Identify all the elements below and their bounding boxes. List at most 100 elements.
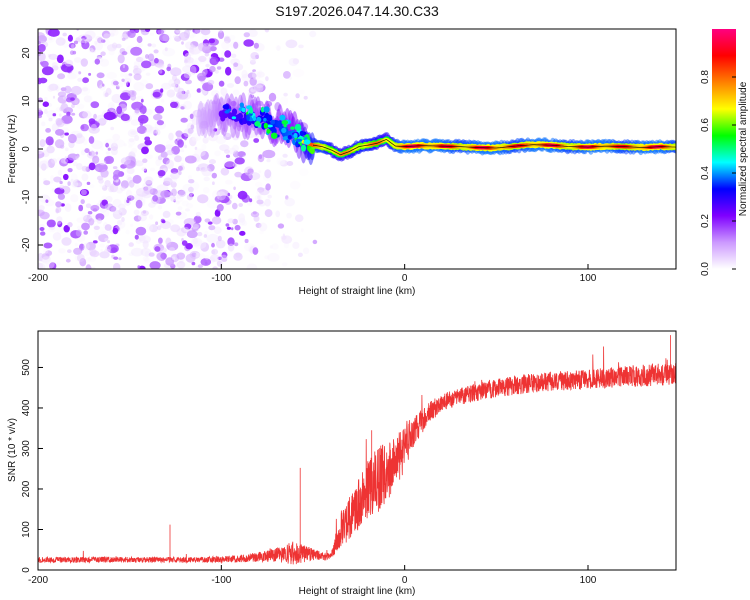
x-tick-label: 100 bbox=[580, 273, 597, 284]
heatmap-cell bbox=[174, 29, 181, 35]
heatmap-cell bbox=[109, 32, 115, 37]
heatmap-cell bbox=[281, 120, 289, 125]
heatmap-cell bbox=[181, 156, 185, 161]
heatmap-cell bbox=[90, 204, 100, 212]
heatmap-cell bbox=[184, 144, 188, 149]
heatmap-cell bbox=[80, 123, 89, 132]
heatmap-cell bbox=[258, 70, 263, 75]
heatmap-cell bbox=[254, 181, 263, 188]
heatmap-cell bbox=[155, 159, 161, 167]
heatmap-cell bbox=[181, 200, 189, 207]
heatmap-cell bbox=[57, 73, 66, 80]
heatmap-cell bbox=[96, 72, 105, 79]
snr-plot-area bbox=[38, 331, 676, 570]
heatmap-cell bbox=[181, 133, 189, 140]
heatmap-cell bbox=[103, 111, 116, 121]
heatmap-cell bbox=[227, 237, 235, 247]
heatmap-cell bbox=[184, 52, 192, 63]
heatmap-cell bbox=[140, 98, 144, 103]
heatmap-cell bbox=[213, 128, 218, 132]
heatmap-cell bbox=[264, 29, 270, 33]
heatmap-cell bbox=[184, 137, 187, 141]
heatmap-cell bbox=[203, 101, 210, 130]
heatmap-cell bbox=[83, 242, 90, 250]
heatmap-cell bbox=[209, 159, 216, 165]
heatmap-cell bbox=[229, 34, 236, 41]
heatmap-cell bbox=[288, 57, 299, 67]
heatmap-cell bbox=[59, 113, 62, 117]
colorbar-tick-label: 0.6 bbox=[700, 118, 711, 132]
heatmap-cell bbox=[133, 215, 142, 222]
heatmap-cell bbox=[63, 225, 70, 233]
heatmap-cell bbox=[142, 256, 149, 262]
heatmap-cell bbox=[45, 199, 49, 203]
heatmap-cell bbox=[81, 212, 87, 220]
heatmap-cell bbox=[182, 50, 189, 57]
heatmap-cell bbox=[224, 35, 231, 41]
heatmap-cell bbox=[223, 158, 235, 168]
heatmap-cell bbox=[197, 75, 206, 82]
heatmap-cell bbox=[130, 247, 144, 257]
heatmap-cell bbox=[160, 88, 164, 93]
heatmap-cell bbox=[262, 149, 276, 159]
heatmap-cell bbox=[153, 129, 158, 136]
heatmap-cell bbox=[192, 109, 204, 118]
heatmap-cell bbox=[214, 150, 221, 157]
heatmap-cell bbox=[157, 170, 166, 177]
heatmap-cell bbox=[242, 220, 248, 227]
heatmap-cell bbox=[87, 95, 93, 103]
heatmap-cell bbox=[95, 213, 105, 221]
heatmap-cell bbox=[250, 94, 255, 99]
heatmap-cell bbox=[153, 49, 159, 54]
heatmap-cell bbox=[246, 263, 258, 269]
heatmap-cell bbox=[68, 133, 77, 144]
heatmap-cell bbox=[100, 169, 109, 178]
heatmap-cell bbox=[145, 72, 151, 76]
heatmap-cell bbox=[240, 140, 249, 148]
heatmap-cell bbox=[134, 108, 140, 114]
heatmap-cell bbox=[258, 154, 263, 159]
heatmap-cell bbox=[143, 185, 154, 195]
heatmap-cell bbox=[170, 224, 181, 233]
heatmap-cell bbox=[155, 129, 161, 136]
heatmap-cell bbox=[134, 184, 140, 191]
y-tick-label: 10 bbox=[21, 95, 32, 107]
heatmap-cell bbox=[55, 129, 65, 136]
heatmap-cell bbox=[207, 99, 215, 128]
heatmap-cell bbox=[160, 151, 168, 158]
heatmap-cell bbox=[99, 58, 110, 67]
heatmap-cell bbox=[145, 29, 151, 32]
heatmap-cell bbox=[190, 41, 199, 48]
heatmap-cell bbox=[130, 46, 143, 56]
chart-title: S197.2026.047.14.30.C33 bbox=[275, 3, 439, 19]
heatmap-cell bbox=[204, 52, 210, 57]
x-tick-label: 0 bbox=[402, 575, 408, 586]
heatmap-cell bbox=[90, 184, 95, 189]
heatmap-cell bbox=[71, 182, 79, 188]
heatmap-cell bbox=[259, 231, 264, 235]
heatmap-cell bbox=[64, 85, 72, 94]
heatmap-cell bbox=[61, 63, 74, 73]
heatmap-cell bbox=[38, 150, 45, 159]
heatmap-cell bbox=[232, 162, 238, 168]
heatmap-cell bbox=[90, 123, 97, 131]
heatmap-cell bbox=[244, 238, 249, 244]
heatmap-cell bbox=[239, 118, 243, 124]
heatmap-cell bbox=[147, 53, 155, 62]
snr-panel: -200 -100 0 100 0 100 200 300 400 500 Height of … bbox=[7, 330, 677, 597]
spectrogram-y-label: Frequency (Hz) bbox=[7, 115, 18, 184]
heatmap-cell bbox=[269, 245, 273, 249]
heatmap-cell bbox=[222, 127, 226, 132]
heatmap-cell bbox=[204, 99, 212, 128]
heatmap-cell bbox=[75, 229, 82, 237]
heatmap-cell bbox=[116, 188, 123, 194]
heatmap-cell bbox=[57, 220, 63, 228]
heatmap-cell bbox=[59, 144, 65, 149]
heatmap-cell bbox=[58, 248, 66, 254]
heatmap-cell bbox=[136, 35, 143, 44]
heatmap-cell bbox=[171, 188, 177, 197]
heatmap-cell bbox=[243, 39, 255, 47]
heatmap-cell bbox=[251, 127, 256, 131]
heatmap-cell bbox=[112, 80, 119, 86]
heatmap-cell bbox=[148, 126, 159, 134]
